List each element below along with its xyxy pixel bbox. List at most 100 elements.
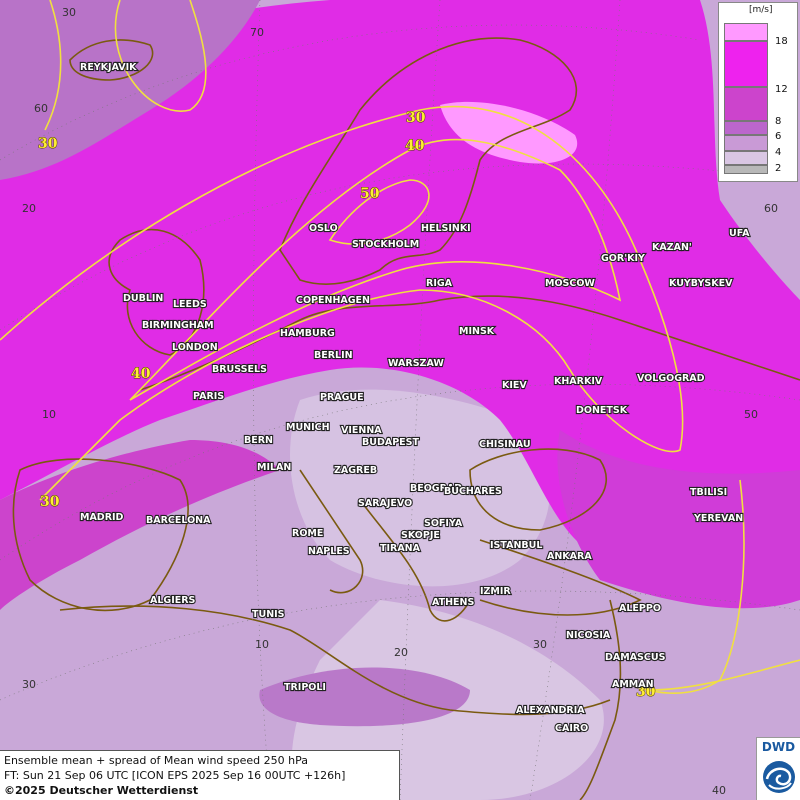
- legend-swatch: [724, 151, 768, 165]
- legend-tick: 18: [775, 36, 788, 47]
- contour-50: [328, 179, 430, 245]
- city-label: PRAGUE: [320, 392, 364, 403]
- city-label: SOFIYA: [424, 518, 463, 529]
- city-labels: REYKJAVIK OSLO STOCKHOLM HELSINKI DUBLIN…: [79, 61, 751, 735]
- legend-tick: 12: [775, 84, 788, 95]
- city-label: VOLGOGRAD: [637, 373, 705, 384]
- grid-label: 10: [255, 638, 269, 651]
- jet-core-region: [0, 0, 800, 560]
- city-label: KAZAN': [652, 242, 692, 253]
- grid-label: 10: [42, 408, 56, 421]
- city-label: HAMBURG: [280, 328, 335, 339]
- grid-label: 30: [62, 6, 76, 19]
- grid-label: 20: [22, 202, 36, 215]
- city-label: YEREVAN: [693, 513, 743, 524]
- grid-label: 60: [764, 202, 778, 215]
- city-label: DONETSK: [576, 405, 628, 416]
- city-label: GOR'KIY: [601, 253, 645, 264]
- city-label: HELSINKI: [421, 223, 471, 234]
- levant-coast: [579, 599, 622, 800]
- dwd-logo: DWD: [756, 737, 800, 800]
- grid-label: 50: [744, 408, 758, 421]
- city-label: ISTANBUL: [490, 540, 542, 551]
- city-label: CAIRO: [555, 723, 588, 734]
- city-label: KUYBYSKEV: [669, 278, 733, 289]
- city-label: TIRANA: [380, 543, 421, 554]
- city-label: MADRID: [80, 512, 124, 523]
- grid-labels: 70 60 20 10 10 20 30 40 50 60 30 30: [22, 6, 778, 797]
- spread-low-region: [290, 389, 550, 587]
- grid-label: 30: [533, 638, 547, 651]
- city-label: CHISINAU: [479, 439, 531, 450]
- black-sea-coast: [469, 448, 607, 531]
- british-isles-coast: [108, 228, 205, 356]
- city-label: ZAGREB: [334, 465, 377, 476]
- turkey-coast: [479, 539, 642, 616]
- city-label: KHARKIV: [554, 376, 603, 387]
- city-label: ROME: [292, 528, 323, 539]
- scandinavia-coast: [279, 37, 577, 285]
- city-label: AMMAN: [612, 679, 654, 690]
- city-label: ANKARA: [547, 551, 592, 562]
- city-label: RIGA: [426, 278, 453, 289]
- legend-swatch: [724, 165, 768, 174]
- contour-label: 30: [38, 136, 58, 152]
- contour-label: 50: [360, 186, 380, 202]
- map-title: Ensemble mean + spread of Mean wind spee…: [4, 754, 308, 767]
- city-label: PARIS: [193, 391, 224, 402]
- city-label: KIEV: [502, 380, 527, 391]
- city-label: MILAN: [257, 462, 291, 473]
- legend-swatch: [724, 121, 768, 135]
- legend-tick: 4: [775, 147, 782, 158]
- contour-label: 30: [406, 110, 426, 126]
- city-label: ATHENS: [432, 597, 474, 608]
- city-label: MUNICH: [286, 422, 330, 433]
- city-label: IZMIR: [480, 586, 511, 597]
- grid-label: 70: [250, 26, 264, 39]
- iberia-coast: [12, 458, 189, 612]
- balkans-greece-coast: [359, 499, 471, 622]
- city-label: REYKJAVIK: [80, 62, 137, 73]
- city-label: TBILISI: [690, 487, 727, 498]
- city-label: NICOSIA: [566, 630, 611, 641]
- city-label: UFA: [729, 228, 750, 239]
- city-label: TRIPOLI: [284, 682, 326, 693]
- city-label: BERN: [244, 435, 273, 446]
- city-label: BUCHARES: [444, 486, 502, 497]
- city-label: MOSCOW: [545, 278, 595, 289]
- city-label: ALGIERS: [150, 595, 196, 606]
- legend-swatch: [724, 23, 768, 41]
- logo-text: DWD: [761, 740, 796, 754]
- italy-coast: [299, 469, 364, 594]
- city-label: BEOGRAD: [410, 483, 462, 494]
- city-label: SARAJEVO: [358, 498, 412, 509]
- city-label: TUNIS: [252, 609, 285, 620]
- spread-north-atlantic: [0, 0, 260, 180]
- forecast-time: FT: Sun 21 Sep 06 UTC [ICON EPS 2025 Sep…: [4, 769, 346, 782]
- city-label: ALEPPO: [619, 603, 661, 614]
- city-label: BRUSSELS: [212, 364, 267, 375]
- grid-label: 30: [22, 678, 36, 691]
- contour-label: 40: [405, 138, 425, 154]
- city-label: ALEXANDRIA: [516, 705, 585, 716]
- jet-east-region: [557, 430, 800, 609]
- legend-tick: 8: [775, 116, 782, 127]
- city-label: DUBLIN: [123, 293, 163, 304]
- city-label: LEEDS: [173, 299, 207, 310]
- city-label: STOCKHOLM: [352, 239, 419, 250]
- city-label: NAPLES: [308, 546, 350, 557]
- city-label: BARCELONA: [146, 515, 211, 526]
- city-label: DAMASCUS: [605, 652, 666, 663]
- logo-swirl-icon: [763, 761, 795, 793]
- city-label: BERLIN: [314, 350, 353, 361]
- legend-unit: [m/s]: [749, 5, 773, 15]
- copyright: ©2025 Deutscher Wetterdienst: [4, 784, 199, 797]
- map-info-box: Ensemble mean + spread of Mean wind spee…: [0, 750, 400, 800]
- spread-high-region-sahara: [259, 667, 470, 727]
- north-africa-coast: [59, 605, 611, 716]
- city-label: WARSZAW: [388, 358, 444, 369]
- city-label: MINSK: [459, 326, 495, 337]
- contour-labels: 30 30 40 50 40 30 30: [38, 110, 657, 701]
- grid-label: 40: [712, 784, 726, 797]
